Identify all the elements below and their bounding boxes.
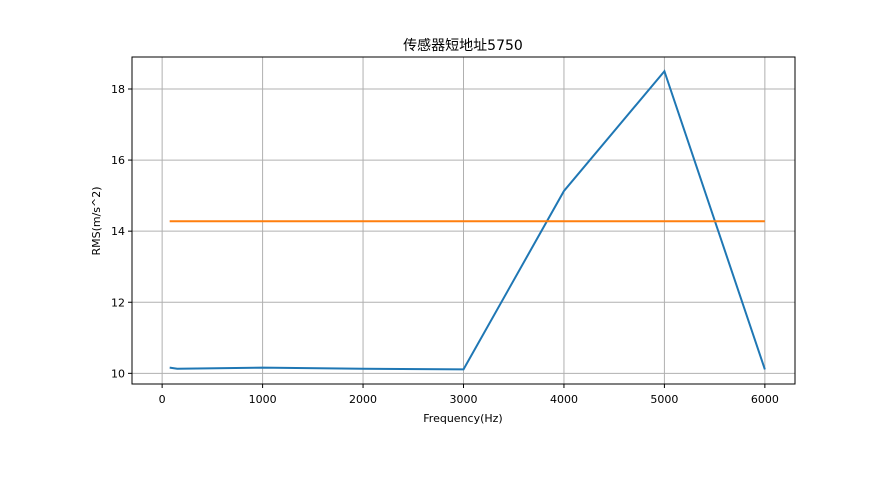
x-tick-label: 5000 — [650, 393, 678, 406]
x-tick-label: 0 — [159, 393, 166, 406]
y-tick-label: 12 — [111, 296, 125, 309]
series-line-1 — [169, 69, 766, 371]
x-tick-label: 6000 — [751, 393, 779, 406]
x-tick-label: 3000 — [450, 393, 478, 406]
x-axis-label: Frequency(Hz) — [423, 412, 502, 425]
x-tick-label: 2000 — [349, 393, 377, 406]
y-tick-label: 10 — [111, 367, 125, 380]
y-tick-label: 18 — [111, 83, 125, 96]
y-tick-label: 14 — [111, 225, 125, 238]
y-axis-label: RMS(m/s^2) — [90, 186, 103, 255]
x-tick-label: 4000 — [550, 393, 578, 406]
chart-title: 传感器短地址5750 — [403, 37, 523, 54]
y-tick-label: 16 — [111, 154, 125, 167]
x-tick-label: 1000 — [249, 393, 277, 406]
